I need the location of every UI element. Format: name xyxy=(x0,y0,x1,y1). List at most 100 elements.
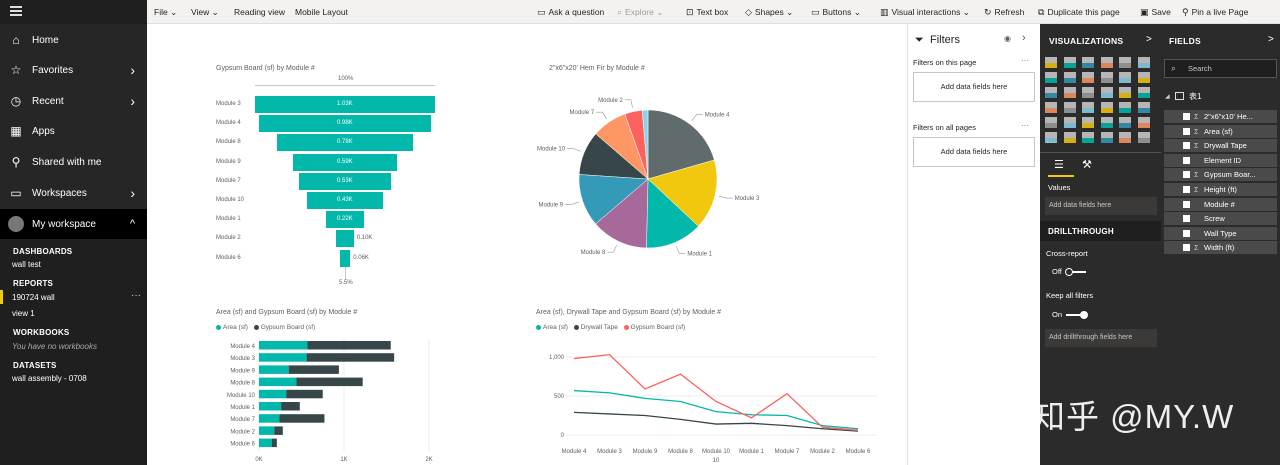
bar-chart[interactable]: Module 4 Module 3 Module 9 Module 8 Module 1… xyxy=(216,338,446,463)
cross-report-toggle[interactable]: Off xyxy=(1052,267,1086,277)
visual-type-icon[interactable] xyxy=(1082,57,1094,68)
duplicate-page-button[interactable]: ⧉ Duplicate this page xyxy=(1038,7,1120,18)
visual-type-icon[interactable] xyxy=(1100,102,1113,113)
bar-segment-gypsum[interactable] xyxy=(274,426,283,435)
funnel-bar[interactable] xyxy=(293,153,397,171)
nav-item-favorites[interactable]: ☆ Favorites › xyxy=(0,55,147,85)
field-checkbox[interactable] xyxy=(1183,200,1190,208)
bar-segment-area[interactable] xyxy=(259,353,307,362)
field-item[interactable]: Σ 2"x6"x10' He... xyxy=(1164,110,1277,123)
visual-type-icon[interactable] xyxy=(1137,117,1150,128)
visual-type-icon[interactable] xyxy=(1082,102,1094,113)
shapes-menu[interactable]: ◇ Shapes ⌄ xyxy=(745,7,794,17)
field-checkbox[interactable] xyxy=(1183,113,1190,120)
field-checkbox[interactable] xyxy=(1183,171,1190,179)
field-item[interactable]: Module # xyxy=(1164,197,1277,211)
hamburger-menu-icon[interactable] xyxy=(10,6,22,16)
field-checkbox[interactable] xyxy=(1183,215,1190,223)
nav-item-workspaces[interactable]: ▭ Workspaces › xyxy=(0,178,147,208)
visual-type-icon[interactable] xyxy=(1063,57,1076,68)
visual-type-icon[interactable] xyxy=(1045,132,1057,143)
visual-type-icon[interactable] xyxy=(1063,87,1076,98)
visual-type-icon[interactable] xyxy=(1119,72,1131,83)
visual-type-icon[interactable] xyxy=(1137,102,1150,113)
collapse-chevron-icon[interactable]: > xyxy=(1146,34,1152,45)
expand-caret-icon[interactable]: ◢ xyxy=(1165,94,1170,100)
visual-type-icon[interactable] xyxy=(1082,132,1094,143)
field-item[interactable]: Wall Type xyxy=(1164,226,1277,240)
visual-type-icon[interactable] xyxy=(1119,117,1131,128)
visual-type-icon[interactable] xyxy=(1045,57,1057,68)
field-item[interactable]: Σ Height (ft) xyxy=(1164,183,1277,196)
funnel-bar[interactable] xyxy=(276,134,414,152)
values-drop-well[interactable]: Add data fields here xyxy=(1045,197,1157,215)
field-item[interactable]: Σ Gypsum Boar... xyxy=(1164,168,1277,182)
field-checkbox[interactable] xyxy=(1183,186,1190,193)
explore-menu[interactable]: ⌕ Explore ⌄ xyxy=(617,7,664,17)
fields-well-icon[interactable]: ☰ xyxy=(1054,159,1064,171)
bar-segment-area[interactable] xyxy=(259,438,272,448)
line-series-area[interactable] xyxy=(573,389,859,430)
nav-item-shared[interactable]: ⚲ Shared with me xyxy=(0,147,147,177)
visual-interactions-menu[interactable]: ▥ Visual interactions ⌄ xyxy=(880,7,970,17)
bar-segment-gypsum[interactable] xyxy=(279,414,325,423)
reading-view-button[interactable]: Reading view xyxy=(234,7,286,17)
drillthrough-drop-well[interactable]: Add drillthrough fields here xyxy=(1045,329,1157,347)
visual-type-icon[interactable] xyxy=(1137,87,1150,98)
pin-live-page-button[interactable]: ⚲ Pin a live Page xyxy=(1182,7,1248,18)
chevron-up-icon[interactable]: ^ xyxy=(129,218,135,230)
visual-type-icon[interactable] xyxy=(1063,102,1076,113)
nav-item-home[interactable]: ⌂ Home xyxy=(0,25,147,55)
line-chart[interactable]: 1,000 500 0 Module 4 Module 3 Module 9 Module … xyxy=(532,342,887,465)
fields-search-input[interactable]: ⌕ Search xyxy=(1164,59,1277,78)
more-options-icon[interactable]: ··· xyxy=(131,290,141,301)
field-item[interactable]: Σ Drywall Tape xyxy=(1164,139,1277,153)
file-menu[interactable]: File ⌄ xyxy=(154,7,177,18)
visual-type-icon[interactable] xyxy=(1119,102,1131,113)
visual-type-icon[interactable] xyxy=(1119,87,1131,98)
visual-type-icon[interactable] xyxy=(1063,72,1076,83)
bar-segment-gypsum[interactable] xyxy=(281,402,300,411)
pie-slice[interactable] xyxy=(646,178,699,249)
field-checkbox[interactable] xyxy=(1183,156,1190,164)
visual-type-icon[interactable] xyxy=(1100,87,1113,98)
bar-segment-area[interactable] xyxy=(259,389,287,399)
bar-segment-area[interactable] xyxy=(259,402,282,411)
filters-all-drop-well[interactable]: Add data fields here xyxy=(913,137,1035,167)
bar-segment-area[interactable] xyxy=(259,365,289,374)
pie-slice[interactable] xyxy=(647,109,715,180)
pie-slice[interactable] xyxy=(641,109,649,180)
funnel-bar[interactable] xyxy=(339,249,351,267)
table-name[interactable]: 表1 xyxy=(1189,92,1202,101)
chevron-right-icon[interactable]: › xyxy=(130,62,135,78)
collapse-chevron-icon[interactable]: > xyxy=(1268,34,1274,45)
dashboard-item[interactable]: wall test xyxy=(12,260,41,269)
more-options-icon[interactable]: ··· xyxy=(1021,121,1029,130)
ask-question-button[interactable]: ▭ Ask a question xyxy=(537,7,604,18)
bar-segment-gypsum[interactable] xyxy=(271,438,277,448)
field-checkbox[interactable] xyxy=(1183,229,1190,237)
bar-segment-gypsum[interactable] xyxy=(288,365,339,374)
pie-slice[interactable] xyxy=(595,178,649,249)
visual-type-icon[interactable] xyxy=(1100,72,1113,83)
eye-icon[interactable]: ◉ xyxy=(1004,34,1011,43)
bar-segment-area[interactable] xyxy=(259,377,297,387)
more-visuals-icon[interactable]: ··· xyxy=(1046,137,1056,148)
visual-type-icon[interactable] xyxy=(1137,72,1150,83)
funnel-bar[interactable] xyxy=(298,172,392,190)
visual-type-icon[interactable] xyxy=(1045,72,1057,83)
refresh-button[interactable]: ↻ Refresh xyxy=(984,7,1024,18)
visual-type-icon[interactable] xyxy=(1082,117,1094,128)
dataset-item[interactable]: wall assembly - 0708 xyxy=(12,374,87,383)
bar-segment-gypsum[interactable] xyxy=(286,389,323,399)
bar-segment-gypsum[interactable] xyxy=(306,353,395,362)
line-series-drywall[interactable] xyxy=(573,411,859,432)
visual-type-icon[interactable] xyxy=(1045,87,1057,98)
funnel-bar[interactable] xyxy=(336,230,354,248)
bar-segment-area[interactable] xyxy=(259,426,275,435)
visual-type-icon[interactable] xyxy=(1100,57,1113,68)
visual-type-icon[interactable] xyxy=(1119,132,1131,143)
more-options-icon[interactable]: ··· xyxy=(1021,56,1029,65)
collapse-chevron-icon[interactable]: › xyxy=(1022,32,1026,44)
report-item-selected[interactable]: 190724 wall xyxy=(12,293,55,302)
